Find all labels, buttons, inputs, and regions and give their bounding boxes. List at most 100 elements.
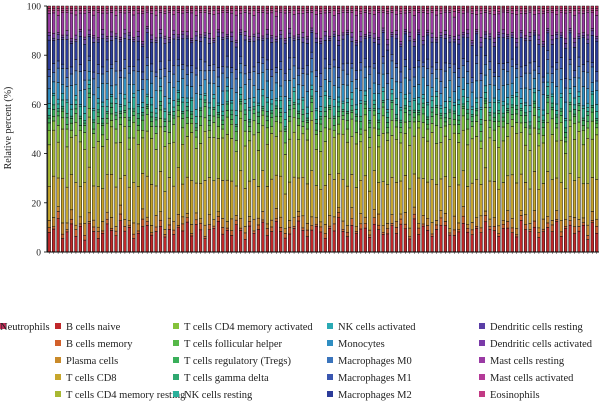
bar-segment (194, 212, 198, 221)
bar-segment (127, 39, 131, 67)
bar-segment (301, 126, 305, 135)
bar-segment (336, 212, 341, 218)
bar-segment (247, 10, 252, 14)
bar-segment (127, 32, 131, 36)
bar-segment (434, 114, 439, 126)
bar-segment (261, 72, 265, 90)
bar-segment (114, 103, 118, 113)
bar-segment (118, 92, 123, 105)
bar-segment (181, 5, 185, 9)
bar-segment (239, 86, 243, 95)
bar-segment (417, 66, 421, 85)
bar-segment (448, 186, 452, 229)
bar-segment (372, 33, 376, 39)
bar-segment (541, 127, 545, 136)
bar-segment (252, 40, 256, 68)
bar-segment (283, 119, 287, 127)
bar-segment (47, 117, 51, 124)
bar-segment (207, 229, 212, 253)
bar-segment (172, 38, 176, 66)
bar-segment (283, 12, 287, 39)
bar-segment (136, 71, 140, 91)
bar-segment (163, 8, 167, 12)
bar-segment (341, 9, 345, 13)
bar-segment (488, 114, 492, 121)
bar-segment (279, 34, 283, 40)
bar-segment (488, 10, 492, 14)
bar-segment (230, 72, 234, 90)
bar-segment (176, 92, 180, 100)
bar-segment (118, 77, 123, 94)
bar-segment (203, 95, 207, 101)
bar-segment (461, 106, 465, 109)
bar-segment (114, 84, 118, 100)
bar-segment (305, 117, 310, 121)
bar-segment (145, 104, 149, 107)
bar-segment (301, 5, 305, 9)
bar-segment (292, 35, 296, 39)
bar-segment (216, 29, 220, 33)
bar-segment (127, 126, 131, 139)
legend-item: Macrophages M2 (327, 390, 412, 401)
bar-segment (83, 132, 87, 150)
bar-segment (101, 73, 105, 84)
bar-segment (506, 221, 510, 229)
bar-segment (225, 77, 229, 87)
bar-segment (78, 29, 82, 32)
bar-segment (305, 113, 310, 119)
bar-segment (194, 35, 198, 41)
bar-segment (74, 14, 78, 36)
bar-segment (96, 186, 100, 228)
bar-segment (292, 78, 296, 88)
bar-segment (399, 92, 403, 108)
bar-segment (497, 8, 501, 12)
bar-segment (69, 136, 74, 175)
bar-segment (452, 72, 456, 92)
bar-segment (296, 110, 301, 114)
bar-segment (381, 234, 385, 253)
bar-segment (439, 210, 443, 219)
bar-segment (127, 84, 131, 103)
bar-segment (167, 8, 172, 11)
bar-segment (492, 181, 496, 219)
bar-segment (354, 79, 358, 89)
bar-segment (546, 86, 550, 96)
bar-segment (279, 116, 283, 124)
bar-segment (256, 150, 261, 187)
bar-segment (590, 111, 594, 122)
bar-segment (212, 70, 216, 84)
bar-segment (114, 38, 118, 62)
bar-segment (150, 234, 154, 253)
bar-segment (301, 133, 305, 178)
bar-segment (154, 71, 158, 77)
bar-segment (430, 111, 434, 117)
bar-segment (83, 125, 87, 133)
bar-segment (288, 57, 292, 70)
bar-segment (60, 10, 65, 13)
bar-segment (65, 10, 69, 13)
bar-segment (127, 10, 131, 13)
bar-segment (314, 42, 318, 71)
bar-segment (167, 132, 172, 144)
bar-segment (515, 113, 519, 123)
bar-segment (590, 82, 594, 92)
bar-segment (283, 73, 287, 81)
bar-segment (595, 15, 599, 37)
bar-segment (185, 176, 189, 214)
bar-segment (479, 131, 483, 142)
bar-segment (185, 5, 189, 9)
bar-segment (83, 5, 87, 9)
bar-segment (296, 125, 301, 140)
bar-segment (532, 14, 537, 32)
bar-segment (528, 36, 532, 41)
bar-segment (550, 8, 554, 11)
bar-segment (497, 13, 501, 33)
bar-segment (198, 85, 203, 95)
bar-segment (417, 34, 421, 61)
bar-segment (194, 14, 198, 32)
bar-segment (292, 14, 296, 37)
bar-segment (123, 33, 127, 39)
bar-segment (305, 139, 310, 185)
bar-segment (417, 227, 421, 235)
bar-segment (172, 117, 176, 125)
